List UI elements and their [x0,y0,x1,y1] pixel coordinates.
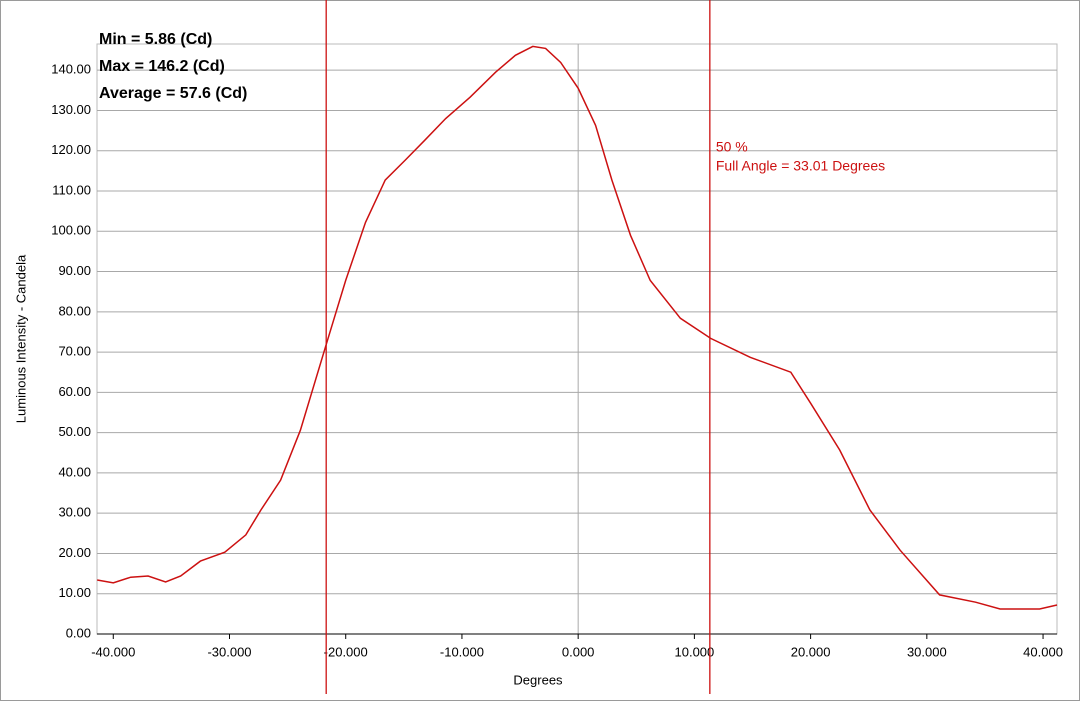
y-tick-label: 110.00 [52,182,91,197]
y-tick-label: 20.00 [58,545,91,560]
stat-label: Min = 5.86 (Cd) [99,31,212,48]
y-tick-label: 140.00 [51,62,91,77]
y-tick-label: 90.00 [58,263,91,278]
y-tick-label: 10.00 [58,585,91,600]
x-tick-label: 0.000 [562,644,595,659]
x-axis-label: Degrees [513,672,563,687]
y-tick-label: 50.00 [58,424,91,439]
annotation: Full Angle = 33.01 Degrees [716,158,885,174]
y-axis-label: Luminous Intensity - Candela [13,254,28,423]
x-tick-label: 10.000 [675,644,715,659]
stat-label: Max = 146.2 (Cd) [99,58,225,75]
y-tick-label: 130.00 [51,102,91,117]
data-line [97,45,1058,610]
x-tick-label: 30.000 [907,644,947,659]
y-tick-label: 30.00 [58,505,91,520]
x-tick-label: -10.000 [440,644,484,659]
x-tick-label: -30.000 [207,644,251,659]
plot-area [96,43,1058,635]
stat-label: Average = 57.6 (Cd) [99,85,247,102]
y-tick-label: 100.00 [51,223,91,238]
x-tick-label: 20.000 [791,644,831,659]
y-tick-label: 60.00 [58,384,91,399]
y-tick-label: 120.00 [51,142,91,157]
x-tick-label: 40.000 [1023,644,1063,659]
y-tick-label: 40.00 [58,464,91,479]
y-tick-label: 70.00 [58,344,91,359]
x-tick-label: -40.000 [91,644,135,659]
x-tick-label: -20.000 [324,644,368,659]
y-tick-label: 0.00 [66,625,91,640]
y-tick-label: 80.00 [58,303,91,318]
annotation: 50 % [716,139,748,155]
